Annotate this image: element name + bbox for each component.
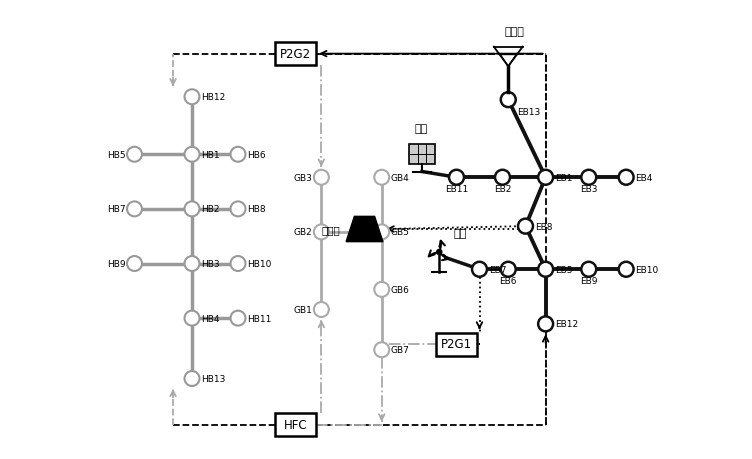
Text: GB2: GB2 xyxy=(293,228,312,237)
Text: EB12: EB12 xyxy=(555,319,578,329)
Circle shape xyxy=(538,317,553,331)
Text: EB6: EB6 xyxy=(499,277,517,285)
Circle shape xyxy=(374,170,390,185)
Text: GB7: GB7 xyxy=(391,346,410,354)
Text: 大电网: 大电网 xyxy=(504,28,524,37)
Circle shape xyxy=(127,257,142,271)
Bar xyxy=(409,145,435,165)
Circle shape xyxy=(538,170,553,185)
Circle shape xyxy=(184,371,199,386)
Text: HB11: HB11 xyxy=(247,314,271,323)
Text: HB10: HB10 xyxy=(247,259,271,269)
Circle shape xyxy=(184,311,199,326)
Circle shape xyxy=(314,170,329,185)
Circle shape xyxy=(449,170,464,185)
Text: HB4: HB4 xyxy=(202,314,220,323)
FancyBboxPatch shape xyxy=(274,413,316,436)
Circle shape xyxy=(314,225,329,240)
Text: HB5: HB5 xyxy=(107,151,126,159)
Text: HB12: HB12 xyxy=(202,93,226,102)
Circle shape xyxy=(184,257,199,271)
Text: EB11: EB11 xyxy=(445,185,468,194)
Text: EB8: EB8 xyxy=(535,222,552,231)
Text: EB3: EB3 xyxy=(580,185,598,194)
Text: EB9: EB9 xyxy=(580,277,598,285)
Circle shape xyxy=(374,225,390,240)
Circle shape xyxy=(518,219,533,234)
Text: 压缩机: 压缩机 xyxy=(322,224,341,235)
FancyBboxPatch shape xyxy=(274,43,316,66)
Text: HB3: HB3 xyxy=(202,259,220,269)
Text: GB1: GB1 xyxy=(293,305,312,314)
Circle shape xyxy=(437,250,442,255)
Circle shape xyxy=(501,262,516,277)
Circle shape xyxy=(581,170,596,185)
Text: EB2: EB2 xyxy=(494,185,511,194)
Circle shape xyxy=(184,202,199,217)
Circle shape xyxy=(127,202,142,217)
Text: P2G1: P2G1 xyxy=(441,338,472,351)
Circle shape xyxy=(495,170,510,185)
Text: HB6: HB6 xyxy=(247,151,265,159)
Circle shape xyxy=(184,147,199,162)
Circle shape xyxy=(231,311,245,326)
Polygon shape xyxy=(346,217,383,242)
Text: GB6: GB6 xyxy=(391,285,410,294)
Text: EB5: EB5 xyxy=(555,265,572,274)
Circle shape xyxy=(472,262,487,277)
Circle shape xyxy=(374,282,390,297)
Circle shape xyxy=(501,93,516,108)
Circle shape xyxy=(374,342,390,358)
Circle shape xyxy=(619,170,634,185)
Text: HFC: HFC xyxy=(284,418,308,431)
Text: EB7: EB7 xyxy=(489,265,506,274)
Text: GB3: GB3 xyxy=(293,174,312,182)
Circle shape xyxy=(127,147,142,162)
Text: HB13: HB13 xyxy=(202,374,226,383)
Text: EB4: EB4 xyxy=(635,174,652,182)
Text: EB1: EB1 xyxy=(555,174,572,182)
Text: HB9: HB9 xyxy=(107,259,126,269)
Circle shape xyxy=(231,147,245,162)
Text: GB4: GB4 xyxy=(391,174,410,182)
Circle shape xyxy=(314,302,329,317)
Text: 风电: 风电 xyxy=(453,228,467,238)
Text: HB7: HB7 xyxy=(107,205,126,214)
Circle shape xyxy=(619,262,634,277)
Text: HB8: HB8 xyxy=(247,205,265,214)
Circle shape xyxy=(231,257,245,271)
Circle shape xyxy=(581,262,596,277)
Circle shape xyxy=(184,90,199,105)
Text: EB10: EB10 xyxy=(635,265,658,274)
Text: HB1: HB1 xyxy=(202,151,220,159)
Circle shape xyxy=(538,262,553,277)
Text: HB2: HB2 xyxy=(202,205,220,214)
Circle shape xyxy=(231,202,245,217)
Text: 光伏: 光伏 xyxy=(414,124,427,134)
Text: P2G2: P2G2 xyxy=(280,48,311,61)
Text: EB13: EB13 xyxy=(517,107,540,117)
FancyBboxPatch shape xyxy=(436,333,478,356)
Text: GB5: GB5 xyxy=(391,228,410,237)
